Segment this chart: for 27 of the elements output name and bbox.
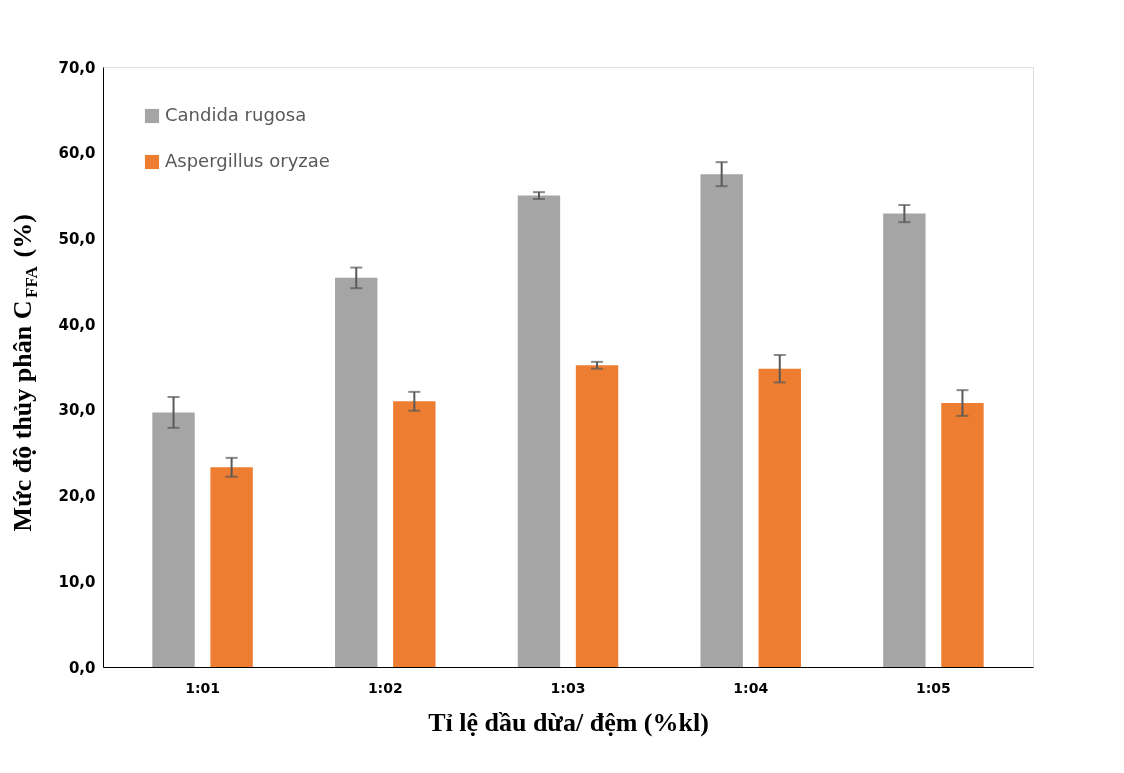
y-tick-label: 40,0 xyxy=(58,315,96,334)
bar xyxy=(335,277,378,667)
bar xyxy=(393,401,436,667)
y-tick-label: 20,0 xyxy=(58,487,96,506)
x-tick-label: 1:04 xyxy=(733,679,769,696)
x-tick-label: 1:02 xyxy=(367,679,403,696)
x-tick-label: 1:03 xyxy=(550,679,586,696)
x-tick-label: 1:01 xyxy=(185,679,220,696)
y-tick-label: 50,0 xyxy=(58,229,96,248)
y-tick-label: 10,0 xyxy=(58,572,96,591)
y-tick-label: 60,0 xyxy=(58,144,96,163)
bar xyxy=(517,195,561,667)
bar xyxy=(575,365,619,667)
bar xyxy=(883,213,926,667)
bar xyxy=(700,174,743,667)
x-axis-title: Tỉ lệ dầu dừa/ đệm (%kl) xyxy=(428,707,709,737)
bar xyxy=(941,403,984,667)
bar xyxy=(758,368,801,667)
legend-label: Aspergillus oryzae xyxy=(165,150,330,171)
bar xyxy=(152,412,195,667)
legend-label: Candida rugosa xyxy=(165,104,307,125)
bar xyxy=(210,467,253,667)
x-tick-label: 1:05 xyxy=(916,679,951,696)
y-tick-label: 0,0 xyxy=(68,658,96,677)
y-axis-title: Mức độ thủy phân CFFA (%) xyxy=(8,214,41,532)
y-tick-label: 30,0 xyxy=(58,401,96,420)
y-tick-label: 70,0 xyxy=(58,58,96,77)
